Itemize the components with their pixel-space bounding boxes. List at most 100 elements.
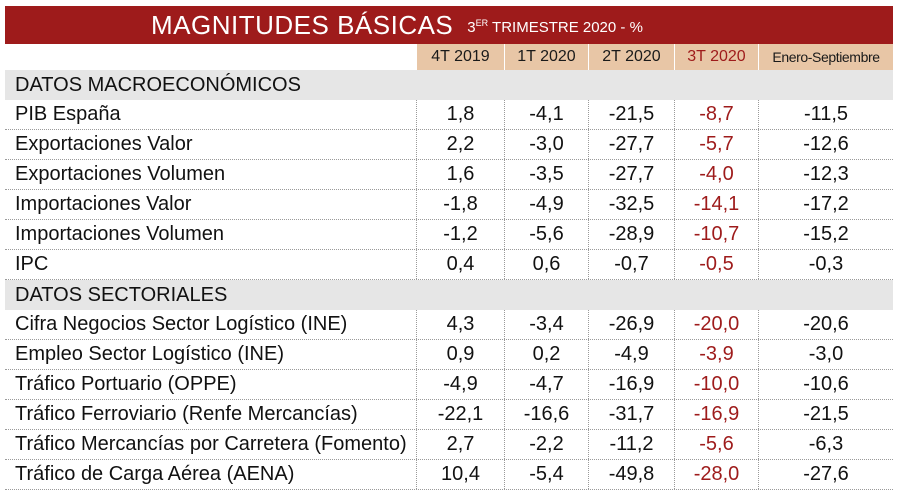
row-value: -14,1 (674, 190, 758, 219)
row-label: Empleo Sector Logístico (INE) (15, 343, 284, 365)
row-value: -2,2 (504, 430, 588, 459)
row-label: Tráfico de Carga Aérea (AENA) (15, 463, 295, 485)
col-header-3t2020: 3T 2020 (674, 44, 758, 70)
row-value: -0,3 (758, 250, 893, 279)
row-value: 1,8 (416, 100, 504, 129)
row-value: -12,6 (758, 130, 893, 159)
section-header: DATOS SECTORIALES (5, 280, 893, 310)
row-value: -0,7 (588, 250, 674, 279)
col-header-1t2020: 1T 2020 (504, 44, 588, 70)
row-value: -0,5 (674, 250, 758, 279)
row-label: Tráfico Mercancías por Carretera (Foment… (15, 433, 407, 455)
row-value: -31,7 (588, 400, 674, 429)
section-header: DATOS MACROECONÓMICOS (5, 70, 893, 100)
row-value: 2,2 (416, 130, 504, 159)
row-value: -8,7 (674, 100, 758, 129)
row-value: -21,5 (758, 400, 893, 429)
row-label: Importaciones Volumen (15, 223, 225, 245)
row-label: IPC (15, 253, 49, 275)
row-value: -4,1 (504, 100, 588, 129)
row-value: 2,7 (416, 430, 504, 459)
row-value: -3,0 (758, 340, 893, 369)
subtitle-text: TRIMESTRE 2020 - % (488, 19, 643, 36)
row-value: -3,0 (504, 130, 588, 159)
row-label: Exportaciones Volumen (15, 163, 226, 185)
subtitle-ordinal: ER (475, 18, 489, 28)
row-value: -4,9 (588, 340, 674, 369)
row-value: -5,7 (674, 130, 758, 159)
row-value: 0,6 (504, 250, 588, 279)
row-value: -20,0 (674, 310, 758, 339)
row-value: -27,6 (758, 460, 893, 489)
row-value: -16,9 (674, 400, 758, 429)
row-value: -3,9 (674, 340, 758, 369)
row-value: -4,0 (674, 160, 758, 189)
table-row: Importaciones Valor -1,8 -4,9 -32,5 -14,1 -17… (5, 190, 893, 220)
table-row: Tráfico Mercancías por Carretera (Foment… (5, 430, 893, 460)
row-value: -27,7 (588, 130, 674, 159)
column-header-row: 4T 2019 1T 2020 2T 2020 3T 2020 Enero-Se… (5, 44, 893, 70)
row-value: -28,9 (588, 220, 674, 249)
header-spacer (5, 44, 416, 70)
row-label: PIB España (15, 103, 121, 125)
row-value: -5,6 (674, 430, 758, 459)
row-value: -10,7 (674, 220, 758, 249)
row-value: 1,6 (416, 160, 504, 189)
table-row: Empleo Sector Logístico (INE) 0,9 0,2 -4,9-… (5, 340, 893, 370)
row-value: 10,4 (416, 460, 504, 489)
row-value: -15,2 (758, 220, 893, 249)
row-label: Exportaciones Valor (15, 133, 193, 155)
row-value: -1,8 (416, 190, 504, 219)
table-subtitle: 3ER TRIMESTRE 2020 - % (467, 14, 643, 44)
subtitle-number: 3 (467, 19, 476, 36)
row-value: -16,9 (588, 370, 674, 399)
col-header-2t2020: 2T 2020 (588, 44, 674, 70)
row-label: Tráfico Portuario (OPPE) (15, 373, 237, 395)
table-row: Cifra Negocios Sector Logístico (INE) 4,3… (5, 310, 893, 340)
row-value: -10,6 (758, 370, 893, 399)
row-value: -26,9 (588, 310, 674, 339)
table-row: IPC 0,4 0,6 -0,7 -0,5 -0,3 (5, 250, 893, 280)
row-value: -5,4 (504, 460, 588, 489)
table-row: Tráfico Ferroviario (Renfe Mercancías) -2… (5, 400, 893, 430)
table-row: Exportaciones Valor 2,2 -3,0 -27,7 -5,7 -12,6 (5, 130, 893, 160)
row-value: -28,0 (674, 460, 758, 489)
row-label: Cifra Negocios Sector Logístico (INE) (15, 313, 348, 335)
table-row: Importaciones Volumen -1,2 -5,6 -28,9 -10,7-… (5, 220, 893, 250)
title-bar: MAGNITUDES BÁSICAS 3ER TRIMESTRE 2020 - … (5, 6, 893, 44)
col-header-enero-septiembre: Enero-Septiembre (758, 44, 893, 70)
row-value: -5,6 (504, 220, 588, 249)
row-value: -22,1 (416, 400, 504, 429)
row-value: -4,9 (416, 370, 504, 399)
row-label: Importaciones Valor (15, 193, 192, 215)
row-value: -17,2 (758, 190, 893, 219)
row-value: -32,5 (588, 190, 674, 219)
row-value: -4,7 (504, 370, 588, 399)
row-value: -4,9 (504, 190, 588, 219)
row-value: -16,6 (504, 400, 588, 429)
table-title: MAGNITUDES BÁSICAS (151, 10, 454, 40)
row-value: -11,5 (758, 100, 893, 129)
row-value: -49,8 (588, 460, 674, 489)
row-value: -10,0 (674, 370, 758, 399)
row-value: -3,5 (504, 160, 588, 189)
row-value: -12,3 (758, 160, 893, 189)
row-value: 0,9 (416, 340, 504, 369)
col-header-4t2019: 4T 2019 (416, 44, 504, 70)
table-row: Tráfico de Carga Aérea (AENA) 10,4 -5,4 -49… (5, 460, 893, 490)
row-value: -1,2 (416, 220, 504, 249)
row-value: -6,3 (758, 430, 893, 459)
table-row: Tráfico Portuario (OPPE) -4,9 -4,7 -16,9 -10… (5, 370, 893, 400)
row-value: -27,7 (588, 160, 674, 189)
table-row: PIB España 1,8 -4,1 -21,5 -8,7 -11,5 (5, 100, 893, 130)
row-value: -20,6 (758, 310, 893, 339)
row-label: Tráfico Ferroviario (Renfe Mercancías) (15, 403, 358, 425)
table-row: Exportaciones Volumen 1,6 -3,5 -27,7 -4,0 -12… (5, 160, 893, 190)
row-value: 0,2 (504, 340, 588, 369)
row-value: -11,2 (588, 430, 674, 459)
row-value: -21,5 (588, 100, 674, 129)
row-value: 0,4 (416, 250, 504, 279)
row-value: -3,4 (504, 310, 588, 339)
row-value: 4,3 (416, 310, 504, 339)
